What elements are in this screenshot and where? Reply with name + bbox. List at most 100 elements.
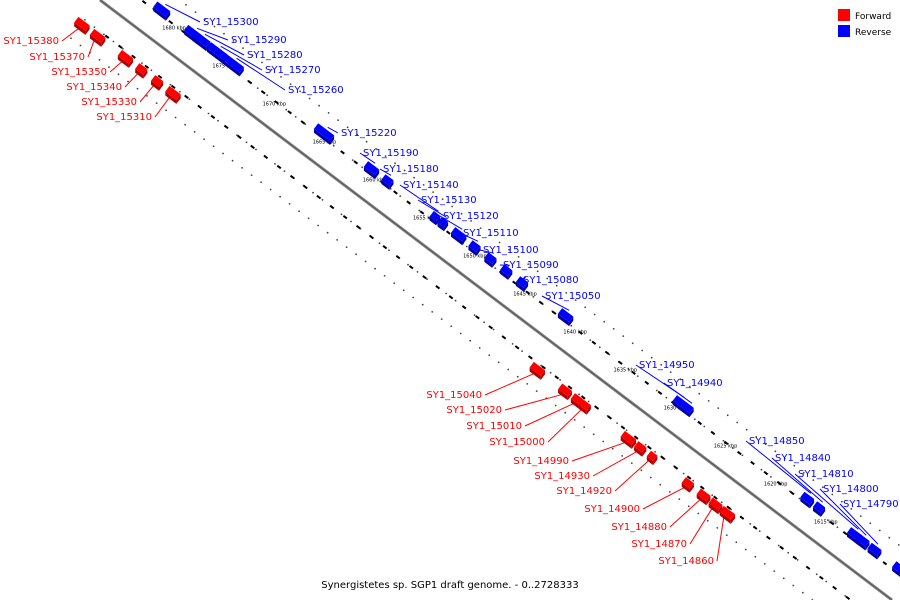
reverse-gene-glyph[interactable]: [557, 308, 574, 327]
reverse-gene-glyph[interactable]: [515, 276, 529, 292]
gene-label[interactable]: SY1_15040: [426, 390, 482, 401]
forward-gene-glyph[interactable]: [708, 497, 723, 515]
reverse-gene-glyph[interactable]: [437, 216, 449, 232]
forward-gene-glyph[interactable]: [719, 505, 736, 524]
reverse-gene-glyph[interactable]: [800, 491, 815, 509]
reverse-gene-glyph[interactable]: [222, 53, 244, 77]
tick-mark: [223, 124, 229, 130]
gene-label[interactable]: SY1_14930: [534, 471, 590, 482]
guide-dot: [393, 282, 396, 284]
tick-mark: [832, 585, 837, 590]
reverse-gene-glyph[interactable]: [314, 123, 335, 145]
gene-label[interactable]: SY1_15140: [403, 180, 459, 191]
reverse-gene-glyph[interactable]: [381, 174, 394, 190]
reverse-gene-glyph[interactable]: [500, 264, 513, 280]
reverse-gene-glyph[interactable]: [429, 210, 441, 226]
forward-gene-glyph[interactable]: [117, 49, 134, 68]
guide-dot: [294, 116, 297, 118]
gene-label[interactable]: SY1_15110: [463, 228, 519, 239]
guide-dot: [346, 126, 349, 129]
guide-dot: [732, 447, 734, 449]
gene-label[interactable]: SY1_15350: [51, 67, 107, 78]
gene-label[interactable]: SY1_15120: [443, 211, 499, 222]
gene-label[interactable]: SY1_15380: [3, 36, 59, 47]
gene-label[interactable]: SY1_14870: [631, 539, 687, 550]
reverse-gene-glyph[interactable]: [855, 533, 870, 551]
guide-dot: [764, 443, 767, 445]
forward-gene-glyph[interactable]: [90, 28, 106, 47]
guide-dot: [274, 163, 276, 165]
guide-dot: [736, 421, 739, 424]
forward-gene-glyph[interactable]: [151, 75, 164, 91]
reverse-gene-glyph[interactable]: [468, 240, 481, 256]
gene-label[interactable]: SY1_15090: [503, 260, 559, 271]
gene-label[interactable]: SY1_15080: [523, 275, 579, 286]
gene-label[interactable]: SY1_14880: [611, 522, 667, 533]
forward-gene-glyph[interactable]: [135, 63, 148, 79]
gene-label[interactable]: SY1_14940: [667, 378, 723, 389]
leader-line: [794, 473, 859, 530]
gene-label[interactable]: SY1_15300: [203, 17, 259, 28]
reverse-gene-glyph[interactable]: [484, 252, 497, 268]
gene-label[interactable]: SY1_15370: [29, 52, 85, 63]
gene-labels: SY1_15300 SY1_15290 SY1_15280 SY1_15270 SY1_…: [3, 17, 898, 567]
gene-label[interactable]: SY1_15280: [247, 50, 303, 61]
reverse-gene-glyph[interactable]: [451, 227, 467, 246]
guide-dot: [717, 407, 720, 409]
forward-gene-glyph[interactable]: [165, 85, 181, 104]
reverse-gene-glyph[interactable]: [153, 1, 171, 21]
gene-label[interactable]: SY1_14800: [823, 484, 879, 495]
gene-label[interactable]: SY1_15180: [383, 164, 439, 175]
gene-label[interactable]: SY1_15220: [341, 128, 397, 139]
forward-gene-glyph[interactable]: [696, 488, 711, 506]
gene-label[interactable]: SY1_15330: [81, 97, 137, 108]
gene-label[interactable]: SY1_15010: [466, 421, 522, 432]
gene-label[interactable]: SY1_15100: [483, 245, 539, 256]
gene-label[interactable]: SY1_14810: [798, 469, 854, 480]
gene-label[interactable]: SY1_15130: [421, 195, 477, 206]
reverse-gene-glyph[interactable]: [892, 561, 900, 577]
gene-label[interactable]: SY1_15000: [489, 437, 545, 448]
gene-label[interactable]: SY1_15290: [231, 35, 287, 46]
reverse-gene-glyph[interactable]: [812, 501, 826, 517]
guide-dot: [603, 320, 606, 323]
forward-gene-glyph[interactable]: [74, 16, 90, 35]
forward-gene-glyph[interactable]: [646, 450, 658, 466]
gene-label[interactable]: SY1_15310: [96, 112, 152, 123]
gene-label[interactable]: SY1_14950: [639, 360, 695, 371]
gene-label[interactable]: SY1_14860: [658, 556, 714, 567]
forward-gene-glyph[interactable]: [558, 383, 572, 401]
guide-dot: [678, 498, 681, 500]
gene-label[interactable]: SY1_15020: [446, 405, 502, 416]
gene-label[interactable]: SY1_14900: [584, 504, 640, 515]
gene-label[interactable]: SY1_15190: [363, 148, 419, 159]
guide-dot: [421, 303, 424, 306]
reverse-gene-glyph[interactable]: [683, 402, 694, 418]
tick-mark: [303, 184, 308, 190]
forward-gene-glyph[interactable]: [529, 361, 545, 380]
guide-dot: [304, 123, 307, 125]
gene-label[interactable]: SY1_15050: [545, 291, 601, 302]
guide-dot: [375, 148, 377, 150]
forward-gene-glyph[interactable]: [681, 477, 694, 493]
gene-label[interactable]: SY1_14920: [556, 486, 612, 497]
guide-dot: [407, 263, 409, 266]
leader-line: [479, 249, 495, 254]
gene-label[interactable]: SY1_15270: [265, 65, 321, 76]
forward-gene-glyph[interactable]: [620, 430, 637, 449]
gene-label[interactable]: SY1_14850: [749, 436, 805, 447]
guide-dot: [345, 246, 348, 249]
forward-gene-glyph[interactable]: [578, 399, 591, 415]
gene-label[interactable]: SY1_14840: [775, 453, 831, 464]
forward-gene-glyph[interactable]: [634, 441, 647, 457]
guide-dot: [693, 418, 696, 421]
reverse-gene-glyph[interactable]: [363, 161, 380, 180]
gene-label[interactable]: SY1_15260: [288, 85, 344, 96]
leader-line: [236, 57, 286, 91]
gene-label[interactable]: SY1_14990: [513, 456, 569, 467]
gene-label[interactable]: SY1_14790: [843, 499, 899, 510]
gene-label[interactable]: SY1_15340: [66, 82, 122, 93]
reverse-gene-glyph[interactable]: [867, 542, 882, 560]
guide-dot: [383, 275, 386, 277]
tick-mark: [845, 595, 851, 600]
